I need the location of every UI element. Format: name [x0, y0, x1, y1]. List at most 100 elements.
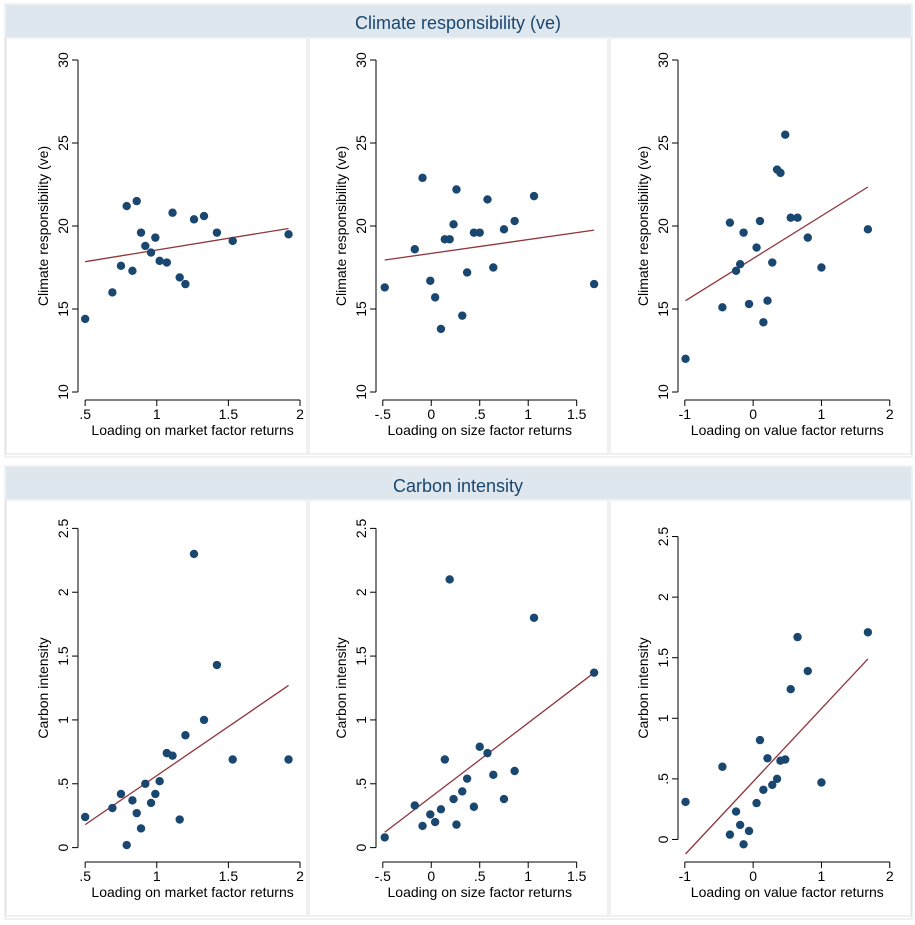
scatter-point [817, 778, 826, 787]
x-axis-title: Loading on value factor returns [691, 422, 884, 438]
scatter-point [436, 324, 446, 334]
scatter-point [755, 735, 765, 745]
scatter-point [731, 266, 741, 276]
scatter-point [426, 276, 435, 285]
scatter-point [469, 802, 479, 811]
scatter-point [725, 218, 735, 227]
y-axis-title: Climate responsibility (ve) [333, 146, 349, 306]
scatter-point [410, 801, 419, 810]
y-tick-label: 1 [353, 716, 369, 724]
scatter-point [458, 311, 467, 320]
scatter-point [430, 293, 440, 302]
scatter-point [418, 821, 427, 831]
x-tick-label: 1.5 [567, 868, 587, 884]
scatter-point [80, 812, 90, 822]
scatter-point [141, 779, 150, 788]
y-tick-label: 1.5 [655, 648, 671, 668]
scatter-point [725, 830, 735, 839]
x-tick-label: 0 [749, 406, 757, 422]
y-tick-label: 30 [55, 52, 71, 68]
y-tick-label: 20 [353, 218, 369, 234]
y-tick-label: 10 [655, 384, 671, 400]
y-tick-label: 10 [55, 384, 71, 400]
scatter-point [445, 235, 454, 244]
scatter-point [132, 196, 141, 206]
scatter-point [136, 228, 146, 237]
x-tick-label: 1 [153, 868, 161, 884]
y-tick-label: 2.5 [655, 527, 671, 547]
scatter-point [440, 755, 450, 764]
scatter-point [199, 211, 209, 221]
scatter-point [744, 299, 754, 309]
scatter-point [744, 826, 754, 836]
scatter-point [175, 273, 184, 282]
scatter-point [510, 766, 519, 776]
scatter-point [469, 228, 479, 237]
scatter-point [772, 774, 782, 784]
scatter-point [489, 770, 498, 780]
scatter-point [739, 228, 748, 237]
x-tick-label: 1.5 [219, 406, 239, 422]
scatter-point [718, 303, 727, 312]
x-axis-title: Loading on market factor returns [91, 884, 293, 900]
fitted-line [384, 229, 595, 261]
y-tick-label: .5 [353, 778, 369, 790]
x-tick-label: 1 [153, 406, 161, 422]
scatter-point [739, 840, 748, 849]
scatter-point [80, 314, 90, 324]
x-tick-label: .5 [474, 868, 486, 884]
scatter-point [155, 256, 164, 266]
scatter-point [199, 715, 209, 725]
y-tick-label: 25 [655, 135, 671, 151]
scatter-point [284, 755, 293, 764]
scatter-point [155, 777, 164, 786]
y-tick-label: 15 [55, 301, 71, 317]
plot-pane [308, 499, 609, 917]
x-tick-label: 1.5 [567, 406, 587, 422]
scatter-point [589, 668, 599, 677]
y-tick-label: 2 [353, 588, 369, 596]
scatter-point [483, 748, 492, 758]
scatter-point [228, 236, 237, 246]
scatter-point [462, 268, 472, 277]
scatter-point [759, 318, 768, 327]
scatter-point [452, 185, 461, 194]
scatter-point [228, 755, 237, 764]
scatter-point [793, 632, 802, 642]
scatter-point [781, 755, 790, 764]
x-tick-label: -.5 [375, 406, 392, 422]
x-tick-label: -.5 [375, 868, 392, 884]
plot-pane [609, 37, 912, 455]
y-tick-label: 25 [353, 135, 369, 151]
scatter-point [132, 808, 141, 818]
fitted-line [84, 684, 289, 826]
scatter-point [462, 774, 472, 783]
group-title-carbon-intensity: Carbon intensity [393, 476, 523, 496]
scatter-point [452, 820, 461, 829]
plot-pane [308, 37, 609, 455]
x-tick-label: -1 [679, 868, 692, 884]
group-header-carbon-intensity [6, 467, 911, 499]
scatter-point [175, 815, 184, 824]
scatter-point [718, 762, 727, 771]
x-tick-label: 1 [524, 868, 532, 884]
scatter-point [786, 213, 795, 222]
scatter-point [151, 233, 160, 242]
scatter-point [430, 817, 440, 827]
y-tick-label: 25 [55, 135, 71, 151]
x-tick-label: 0 [427, 406, 435, 422]
scatter-point [162, 258, 171, 267]
scatter-point [817, 263, 826, 272]
plot-pane [609, 499, 912, 917]
y-tick-label: 1.5 [353, 646, 369, 666]
scatter-point [510, 216, 519, 226]
scatter-point [181, 731, 190, 740]
y-axis-title: Carbon intensity [333, 637, 349, 738]
scatter-point [181, 279, 190, 289]
fitted-line [685, 658, 869, 855]
scatter-point [499, 225, 509, 234]
scatter-point [284, 230, 293, 239]
